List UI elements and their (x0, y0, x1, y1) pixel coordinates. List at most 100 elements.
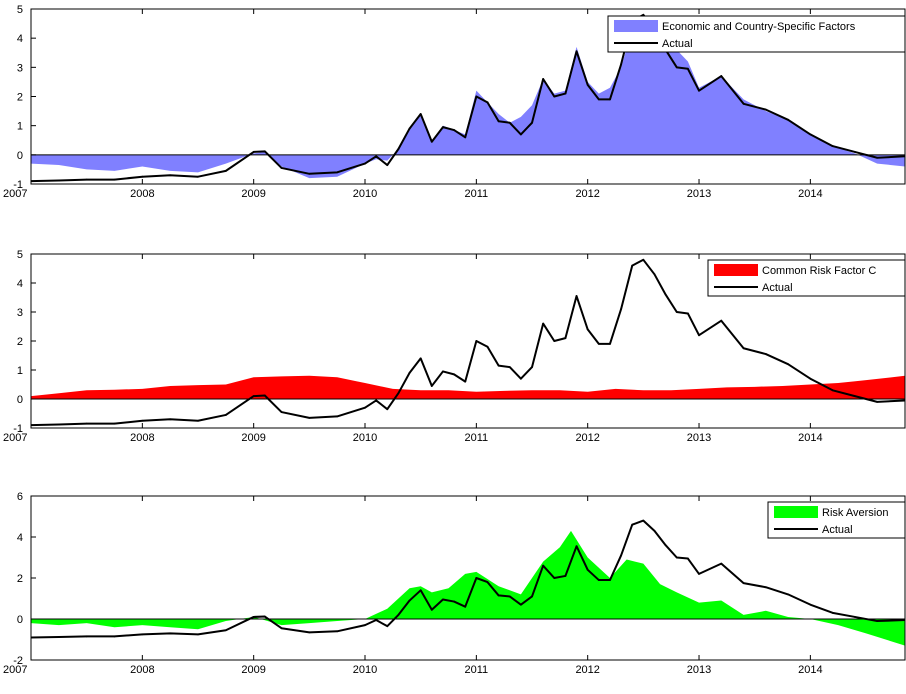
actual-point (430, 385, 433, 387)
actual-point (642, 258, 645, 261)
actual-point (664, 293, 667, 296)
x-tick-label: 2012 (575, 188, 599, 200)
plot-area (31, 519, 905, 646)
actual-point (252, 395, 255, 397)
x-tick-label: 2007 (3, 188, 27, 200)
actual-point (113, 635, 116, 638)
actual-point (475, 340, 478, 342)
actual-point (497, 120, 500, 123)
actual-point (620, 63, 622, 66)
actual-point (564, 337, 567, 339)
actual-point (853, 395, 856, 397)
actual-point (531, 121, 533, 124)
actual-point (853, 616, 856, 618)
actual-point (675, 556, 678, 559)
actual-point (542, 78, 545, 80)
actual-point (486, 581, 489, 583)
actual-point (531, 366, 533, 368)
actual-point (442, 370, 444, 373)
actual-point (375, 399, 378, 402)
actual-point (397, 614, 400, 616)
actual-point (375, 155, 378, 158)
actual-point (675, 311, 678, 313)
actual-point (698, 89, 700, 92)
actual-point (764, 353, 767, 355)
actual-point (876, 620, 879, 622)
actual-point (252, 151, 255, 153)
x-tick-label: 2014 (798, 664, 822, 676)
actual-point (263, 394, 266, 397)
actual-point (831, 389, 834, 392)
actual-point (280, 167, 283, 169)
legend-swatch-area (614, 20, 658, 32)
x-tick-label: 2008 (130, 432, 154, 444)
legend-label-line: Actual (662, 38, 693, 50)
actual-point (497, 594, 500, 597)
actual-point (508, 121, 511, 124)
actual-point (169, 174, 172, 177)
actual-point (336, 415, 339, 418)
actual-point (430, 608, 433, 611)
x-tick-label: 2009 (241, 664, 265, 676)
y-tick-label: 4 (17, 33, 23, 45)
y-tick-label: 0 (17, 150, 23, 162)
legend: Risk Aversion Actual (767, 501, 906, 539)
legend-label-area: Economic and Country-Specific Factors (662, 21, 856, 33)
y-tick-label: 0 (17, 394, 23, 406)
actual-point (419, 589, 422, 592)
actual-point (308, 416, 311, 419)
actual-point (224, 629, 227, 632)
legend-label-area: Common Risk Factor C (762, 265, 876, 277)
actual-point (375, 619, 378, 621)
actual-point (464, 380, 467, 383)
actual-point (653, 529, 656, 532)
y-tick-label: 2 (17, 573, 23, 585)
actual-point (519, 377, 522, 380)
actual-point (397, 148, 400, 150)
x-tick-label: 2012 (575, 664, 599, 676)
y-tick-label: 2 (17, 336, 23, 348)
actual-point (597, 98, 600, 101)
actual-point (876, 156, 879, 159)
legend-label-line: Actual (762, 282, 793, 294)
actual-point (664, 544, 667, 547)
panel-economic-factors: -1 0 1 2 3 4 5 2007 2008 2009 2010 2011 2012 2013 2014… (3, 4, 906, 200)
x-tick-label: 2010 (353, 664, 377, 676)
legend: Economic and Country-Specific Factors Act… (607, 15, 906, 53)
actual-point (853, 151, 856, 153)
actual-point (197, 419, 199, 422)
actual-point (442, 598, 444, 601)
y-tick-label: -1 (13, 179, 23, 191)
actual-point (519, 133, 522, 136)
actual-point (453, 129, 455, 131)
y-tick-label: 4 (17, 532, 23, 544)
actual-point (742, 582, 745, 585)
actual-point (224, 414, 227, 416)
panel-risk-aversion: -2 0 2 4 6 2007 2008 2009 2010 2011 2012 2013 2014 Ri… (3, 491, 906, 676)
actual-point (85, 635, 88, 638)
actual-point (57, 423, 60, 426)
actual-point (575, 545, 578, 548)
actual-point (653, 273, 656, 276)
y-tick-label: 4 (17, 278, 23, 290)
actual-point (586, 328, 589, 331)
actual-point (308, 172, 311, 175)
actual-point (675, 66, 678, 69)
actual-point (542, 564, 545, 567)
actual-point (169, 418, 172, 421)
actual-point (720, 75, 723, 77)
actual-point (453, 373, 455, 376)
x-tick-label: 2011 (465, 664, 489, 676)
actual-point (408, 599, 411, 602)
legend-swatch-area (774, 506, 818, 518)
actual-point (442, 126, 444, 129)
plot-area (31, 13, 905, 183)
x-tick-label: 2011 (465, 188, 489, 200)
actual-point (464, 136, 467, 139)
actual-point (720, 562, 723, 565)
legend-swatch-area (714, 264, 758, 276)
x-tick-label: 2009 (241, 432, 265, 444)
actual-point (408, 372, 411, 374)
actual-point (169, 632, 172, 635)
actual-point (113, 178, 116, 181)
